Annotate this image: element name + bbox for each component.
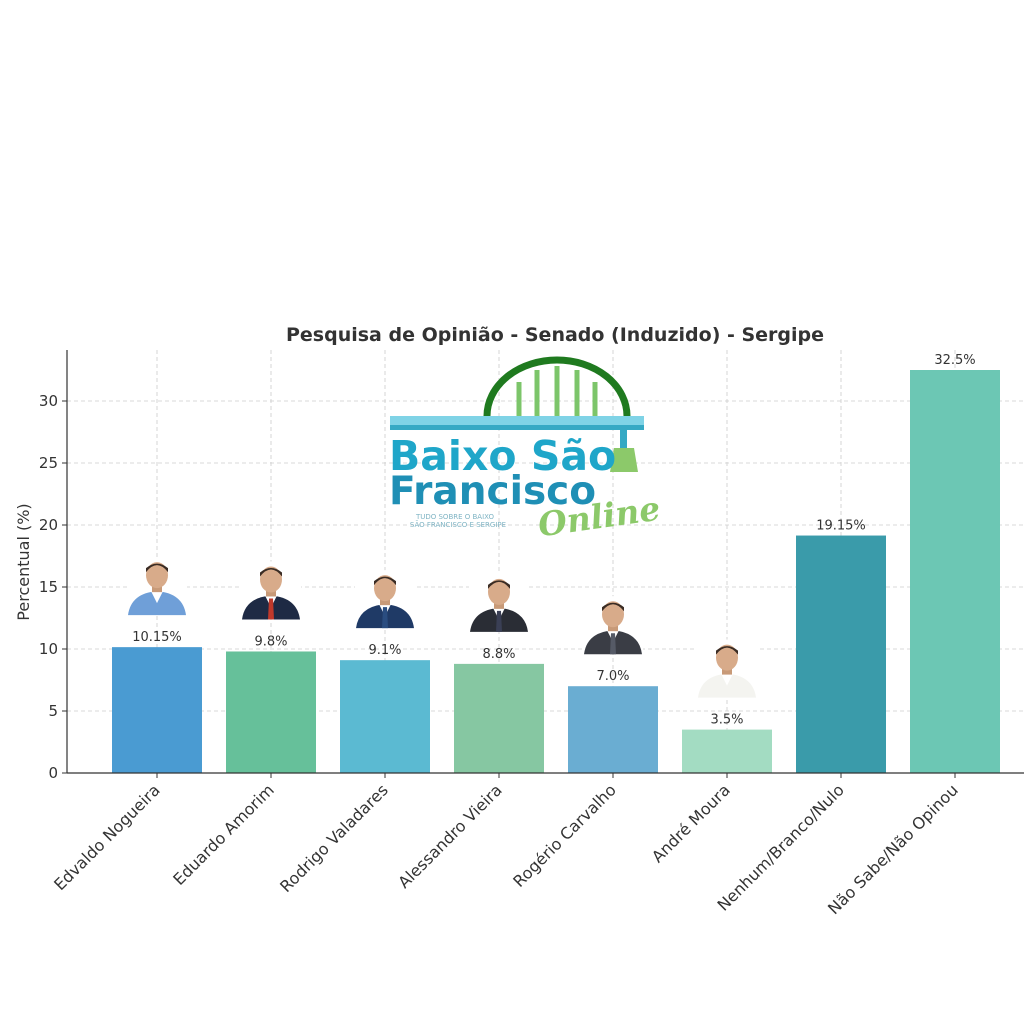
y-tick-label: 30 (39, 392, 58, 410)
bar (340, 660, 430, 773)
y-tick-label: 0 (48, 764, 58, 782)
bars (112, 370, 1000, 773)
bar (682, 729, 772, 773)
bar (568, 686, 658, 773)
bar-value-label: 32.5% (934, 353, 975, 368)
bar (226, 651, 316, 773)
x-tick-label: André Moura (648, 780, 734, 866)
bar (454, 663, 544, 773)
portrait-rodrigo-valadares (355, 570, 415, 629)
logo-tagline-2: SÃO FRANCISCO E SERGIPE (410, 520, 506, 529)
bar (112, 647, 202, 773)
watermark-logo: Baixo São Francisco TUDO SOBRE O BAIXO S… (389, 356, 663, 544)
logo-arch-bars (516, 366, 598, 416)
bar (910, 370, 1000, 773)
y-tick-label: 25 (39, 454, 58, 472)
bar (796, 535, 886, 773)
bar-value-label: 3.5% (710, 713, 743, 728)
portrait-eduardo-amorim (241, 561, 301, 620)
y-axis-label: Percentual (%) (14, 503, 33, 620)
x-tick-label: Rodrigo Valadares (276, 780, 392, 896)
portrait-alessandro-vieira (469, 573, 529, 632)
bar-value-label: 10.15% (132, 630, 182, 645)
logo-line2: Francisco (389, 469, 596, 514)
portrait-andre-moura (697, 639, 757, 698)
logo-tagline-1: TUDO SOBRE O BAIXO (415, 513, 495, 521)
portrait-rogerio-carvalho (583, 596, 643, 655)
bar-value-label: 19.15% (816, 519, 866, 534)
x-tick-label: Nenhum/Branco/Nulo (713, 780, 847, 914)
x-tick-label: Rogério Carvalho (509, 780, 620, 891)
chart-title: Pesquisa de Opinião - Senado (Induzido) … (286, 324, 824, 346)
x-tick-label: Alessandro Vieira (394, 780, 506, 892)
portrait-edvaldo-nogueira (127, 557, 187, 616)
x-tick-label: Edvaldo Nogueira (50, 780, 164, 894)
y-tick-label: 5 (48, 702, 58, 720)
y-tick-label: 10 (39, 640, 58, 658)
bar-value-label: 9.8% (254, 634, 287, 649)
logo-line1: Baixo São (389, 432, 616, 480)
y-tick-label: 20 (39, 516, 58, 534)
x-tick-label: Eduardo Amorim (169, 780, 278, 889)
logo-beam (390, 416, 644, 425)
x-tick-label: Não Sabe/Não Opinou (824, 780, 962, 918)
logo-bucket (610, 448, 638, 472)
bar-value-label: 7.0% (596, 669, 629, 684)
logo-arch (483, 356, 631, 417)
candidate-photos (127, 557, 757, 698)
bar-value-label: 9.1% (368, 643, 401, 658)
y-tick-label: 15 (39, 578, 58, 596)
bar-value-label: 8.8% (482, 647, 515, 662)
value-labels: 10.15% 9.8% 9.1% 8.8% 7.0% 3.5% 19.15% 32.5% (132, 353, 975, 728)
y-ticks: 0 5 10 15 20 25 30 (39, 392, 67, 782)
